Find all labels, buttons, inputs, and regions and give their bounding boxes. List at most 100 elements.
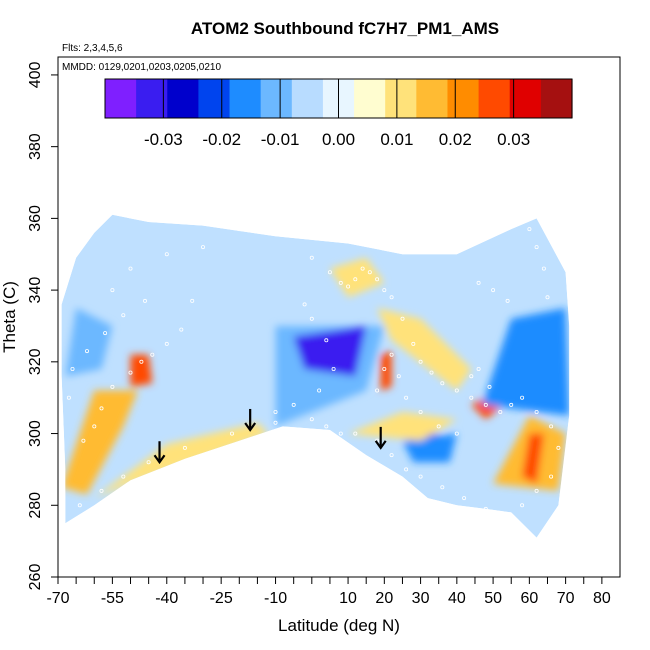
- x-tick-label: -10: [264, 590, 287, 607]
- obs-point: [309, 316, 314, 321]
- field-patch-19: [65, 308, 113, 377]
- obs-point: [164, 252, 169, 257]
- obs-point: [81, 438, 86, 443]
- obs-point: [440, 381, 445, 386]
- obs-point: [110, 288, 115, 293]
- obs-point: [273, 420, 278, 425]
- x-tick-label: 60: [520, 590, 538, 607]
- obs-point: [99, 406, 104, 411]
- colorbar-swatch: [105, 79, 137, 118]
- colorbar-swatch: [385, 79, 417, 118]
- x-tick-label: -40: [155, 590, 178, 607]
- obs-point: [317, 388, 322, 393]
- x-tick-label: -25: [210, 590, 233, 607]
- arrow-marker-1: [244, 408, 257, 432]
- obs-point: [273, 230, 278, 235]
- obs-point: [309, 417, 314, 422]
- obs-point: [237, 227, 242, 232]
- colorbar-swatch: [198, 79, 231, 118]
- obs-point: [541, 266, 546, 271]
- obs-point: [382, 366, 387, 371]
- obs-point: [534, 488, 539, 493]
- obs-point: [121, 474, 126, 479]
- obs-point: [70, 366, 75, 371]
- obs-point: [404, 395, 409, 400]
- obs-point: [150, 352, 155, 357]
- obs-point: [534, 409, 539, 414]
- plot-area: [61, 214, 570, 538]
- obs-point: [396, 374, 401, 379]
- obs-point: [375, 277, 380, 282]
- colorbar-tick-label: 0.03: [497, 130, 530, 149]
- obs-point: [411, 341, 416, 346]
- colorbar-swatch: [540, 79, 573, 118]
- colorbar-tick-label: 0.01: [380, 130, 413, 149]
- obs-point: [404, 467, 409, 472]
- dates-note: MMDD: 0129,0201,0203,0205,0210: [62, 62, 221, 73]
- x-tick-label: 40: [448, 590, 466, 607]
- colorbar-swatch: [136, 79, 168, 118]
- y-tick-label: 280: [27, 492, 44, 519]
- colorbar-tick-label: 0.00: [322, 130, 355, 149]
- x-tick-label: -70: [46, 590, 69, 607]
- field-patch-2: [61, 390, 138, 495]
- obs-point: [520, 503, 525, 508]
- obs-point: [389, 295, 394, 300]
- obs-point: [346, 284, 351, 289]
- obs-point: [454, 388, 459, 393]
- obs-point: [527, 227, 532, 232]
- obs-point: [179, 327, 184, 332]
- obs-point: [164, 341, 169, 346]
- obs-point: [418, 409, 423, 414]
- x-tick-label: -55: [101, 590, 124, 607]
- x-tick-label: 80: [593, 590, 611, 607]
- obs-point: [487, 384, 492, 389]
- obs-point: [229, 431, 234, 436]
- obs-point: [85, 349, 90, 354]
- obs-point: [182, 445, 187, 450]
- y-tick-label: 340: [27, 277, 44, 304]
- obs-point: [520, 395, 525, 400]
- obs-point: [476, 366, 481, 371]
- arrow-marker-0: [153, 441, 166, 465]
- obs-point: [454, 431, 459, 436]
- obs-point: [367, 270, 372, 275]
- colorbar-tick-label: 0.02: [439, 130, 472, 149]
- x-axis-label: Latitude (deg N): [278, 616, 400, 635]
- obs-point: [121, 313, 126, 318]
- field-patch-17: [522, 433, 544, 484]
- colorbar-swatch: [167, 79, 199, 118]
- obs-point: [436, 424, 441, 429]
- obs-point: [273, 409, 278, 414]
- obs-point: [77, 503, 82, 508]
- obs-point: [505, 514, 510, 519]
- obs-point: [309, 255, 314, 260]
- colorbar-swatch: [478, 79, 511, 118]
- field-patch-8: [380, 351, 392, 391]
- colorbar-swatch: [291, 79, 324, 118]
- y-axis: 260 280 300 320 340 360 380 400: [27, 61, 58, 590]
- y-tick-label: 360: [27, 205, 44, 232]
- obs-point: [469, 395, 474, 400]
- field-patch-6: [293, 326, 367, 377]
- obs-point: [324, 338, 329, 343]
- x-tick-label: 20: [375, 590, 393, 607]
- obs-point: [302, 302, 307, 307]
- field-patch-15: [402, 433, 457, 463]
- colorbar-swatch: [354, 79, 386, 118]
- y-tick-label: 380: [27, 133, 44, 160]
- obs-point: [505, 298, 510, 303]
- obs-point: [128, 370, 133, 375]
- obs-point: [353, 277, 358, 282]
- obs-point: [556, 445, 561, 450]
- y-axis-label: Theta (C): [0, 281, 19, 353]
- colorbar-swatch: [229, 79, 262, 118]
- x-tick-label: 70: [557, 590, 575, 607]
- obs-point: [382, 288, 387, 293]
- obs-point: [429, 370, 434, 375]
- field-patch-18: [348, 412, 457, 441]
- data-field: [61, 214, 570, 538]
- observation-points: [66, 227, 561, 519]
- field-patch-13: [482, 308, 570, 416]
